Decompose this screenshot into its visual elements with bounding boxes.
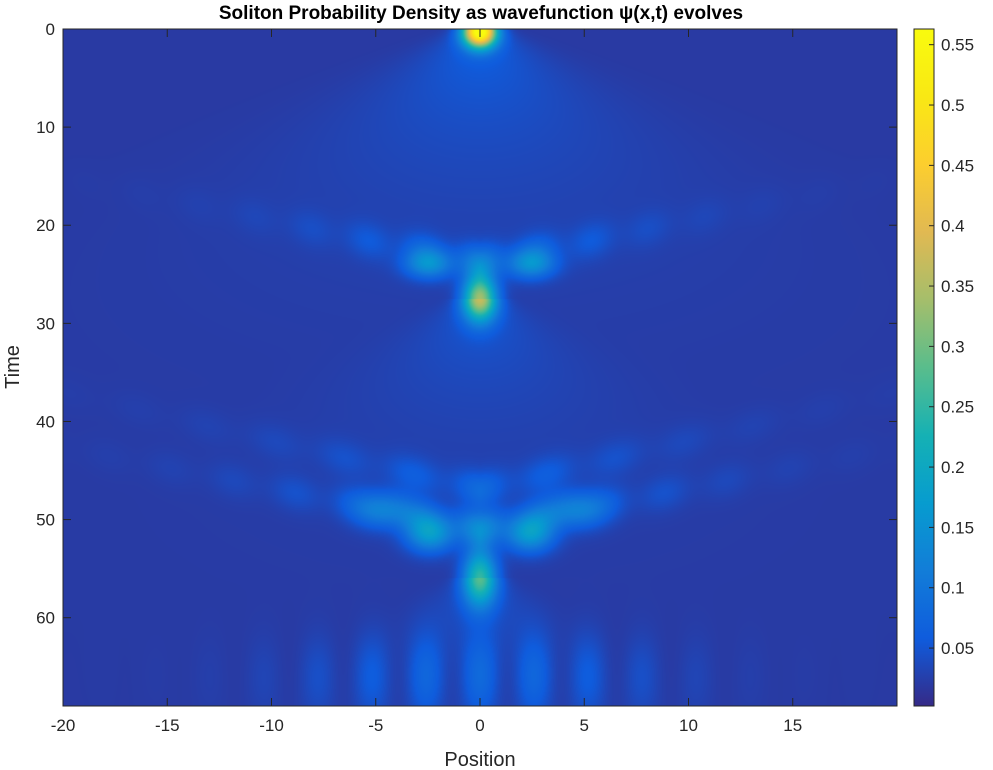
- x-axis-label: Position: [444, 749, 515, 770]
- colorbar-tick-label: 0.5: [941, 96, 965, 115]
- colorbar-tick-label: 0.25: [941, 398, 974, 417]
- x-tick-label: 10: [679, 716, 698, 735]
- x-axis: -20 -15 -10 -5 0 5 10 15: [51, 29, 802, 735]
- y-tick-label: 60: [36, 609, 55, 628]
- x-tick-label: -15: [155, 716, 180, 735]
- chart-title: Soliton Probability Density as wavefunct…: [219, 3, 743, 24]
- x-tick-label: -20: [51, 716, 76, 735]
- colorbar-tick-label: 0.3: [941, 337, 965, 356]
- x-tick-label: 5: [580, 716, 589, 735]
- colorbar: 0.05 0.1 0.15 0.2 0.25 0.3 0.35 0.4 0.45 0.5 0.55: [913, 28, 974, 707]
- heatmap-image-holder: [63, 29, 897, 706]
- y-tick-label: 10: [36, 118, 55, 137]
- y-axis-label: Time: [2, 345, 24, 389]
- colorbar-tick-label: 0.2: [941, 458, 965, 477]
- colorbar-tick-label: 0.05: [941, 639, 974, 658]
- x-tick-label: 15: [783, 716, 802, 735]
- colorbar-tick-label: 0.4: [941, 217, 965, 236]
- y-tick-label: 30: [36, 314, 55, 333]
- colorbar-tick-label: 0.45: [941, 156, 974, 175]
- colorbar-gradient: [913, 28, 935, 707]
- y-tick-label: 50: [36, 511, 55, 530]
- y-tick-label: 0: [46, 20, 55, 39]
- colorbar-tick-label: 0.15: [941, 518, 974, 537]
- x-tick-label: -10: [259, 716, 284, 735]
- colorbar-tick-label: 0.55: [941, 36, 974, 55]
- x-tick-label: 0: [475, 716, 484, 735]
- x-tick-label: -5: [368, 716, 383, 735]
- heatmap-canvas: [63, 29, 897, 706]
- y-axis: 0 10 20 30 40 50 60: [36, 20, 897, 628]
- y-tick-label: 20: [36, 216, 55, 235]
- colorbar-ticks: 0.05 0.1 0.15 0.2 0.25 0.3 0.35 0.4 0.45 0.5 0.55: [929, 36, 974, 658]
- heatmap-plot-area: [62, 28, 898, 707]
- colorbar-tick-label: 0.35: [941, 277, 974, 296]
- colorbar-tick-label: 0.1: [941, 579, 965, 598]
- y-tick-label: 40: [36, 412, 55, 431]
